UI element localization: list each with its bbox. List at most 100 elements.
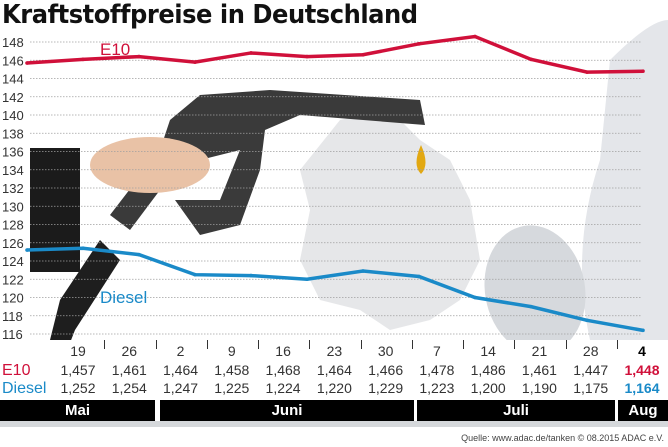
data-point bbox=[641, 69, 645, 73]
data-point bbox=[473, 295, 477, 300]
price-cell: 1,164 bbox=[624, 380, 660, 396]
price-cell: 1,229 bbox=[368, 380, 404, 396]
date-label: 7 bbox=[433, 343, 441, 359]
price-cell: 1,458 bbox=[214, 362, 250, 378]
tick-mark bbox=[463, 340, 465, 349]
data-point bbox=[361, 269, 365, 273]
divider-strip bbox=[0, 421, 668, 427]
tick-mark bbox=[514, 340, 516, 349]
line-chart: 116 118 120 122 124 126 128 130 132 134 136 138 140 1… bbox=[2, 20, 668, 340]
price-cell: 1,461 bbox=[111, 362, 147, 378]
y-tick-label: 146 bbox=[2, 53, 24, 68]
series-label-diesel: Diesel bbox=[100, 288, 147, 307]
price-cell: 1,464 bbox=[163, 362, 199, 378]
y-tick-label: 134 bbox=[2, 163, 24, 178]
tick-mark bbox=[206, 340, 208, 349]
date-label: 26 bbox=[121, 343, 138, 359]
date-label: 19 bbox=[70, 343, 86, 359]
row-label-e10: E10 bbox=[2, 362, 31, 379]
price-cell: 1,190 bbox=[521, 380, 557, 396]
hand bbox=[90, 137, 210, 193]
sleeve bbox=[30, 148, 80, 272]
data-point bbox=[193, 272, 197, 277]
price-cell: 1,247 bbox=[163, 380, 199, 396]
data-point bbox=[417, 42, 421, 46]
data-point bbox=[25, 61, 29, 65]
y-tick-label: 142 bbox=[2, 90, 24, 105]
hose bbox=[50, 240, 120, 340]
data-point bbox=[137, 54, 141, 59]
y-tick-label: 124 bbox=[2, 254, 24, 269]
price-cell: 1,486 bbox=[470, 362, 506, 378]
series-line-e10 bbox=[26, 34, 644, 74]
date-label: 2 bbox=[176, 343, 185, 359]
price-cell: 1,252 bbox=[60, 380, 96, 396]
price-cell: 1,224 bbox=[265, 380, 301, 396]
price-cell: 1,457 bbox=[60, 362, 96, 378]
price-cell: 1,254 bbox=[111, 380, 147, 396]
data-point bbox=[249, 51, 253, 55]
price-cell: 1,200 bbox=[470, 380, 506, 396]
price-cell: 1,447 bbox=[573, 362, 609, 378]
month-juni: Juni bbox=[160, 400, 414, 421]
tick-mark bbox=[155, 340, 157, 349]
date-label: 4 bbox=[638, 343, 646, 359]
data-point bbox=[417, 274, 421, 279]
price-cell: 1,461 bbox=[521, 362, 557, 378]
y-tick-label: 128 bbox=[2, 218, 24, 233]
date-label: 28 bbox=[582, 343, 599, 359]
source-note: Quelle: www.adac.de/tanken © 08.2015 ADA… bbox=[461, 433, 664, 443]
data-point bbox=[305, 277, 309, 282]
price-cell: 1,220 bbox=[316, 380, 352, 396]
price-cell: 1,223 bbox=[419, 380, 455, 396]
y-tick-label: 126 bbox=[2, 236, 24, 251]
data-point bbox=[81, 57, 85, 62]
y-tick-label: 148 bbox=[2, 35, 24, 50]
series-line-diesel bbox=[26, 246, 644, 333]
fuel-nozzle bbox=[110, 90, 425, 235]
y-tick-label: 132 bbox=[2, 181, 24, 196]
price-cell: 1,478 bbox=[419, 362, 455, 378]
data-point bbox=[361, 52, 365, 57]
tick-mark bbox=[411, 340, 413, 349]
data-point bbox=[81, 246, 85, 251]
price-cell: 1,468 bbox=[265, 362, 301, 378]
price-cell: 1,448 bbox=[624, 362, 660, 378]
data-point bbox=[305, 54, 309, 59]
tick-mark bbox=[258, 340, 260, 349]
data-point bbox=[529, 304, 533, 309]
month-juli: Juli bbox=[417, 400, 615, 421]
date-label: 30 bbox=[377, 343, 394, 359]
data-point bbox=[585, 318, 589, 323]
tick-mark bbox=[309, 340, 311, 349]
data-point bbox=[641, 328, 645, 333]
table-row-e10: E10 1,457 1,461 1,464 1,458 1,468 1,464 1,466 1… bbox=[0, 362, 668, 380]
tick-mark bbox=[565, 340, 567, 349]
price-cell: 1,466 bbox=[368, 362, 404, 378]
date-label: 16 bbox=[275, 343, 291, 359]
y-tick-label: 138 bbox=[2, 126, 24, 141]
table-row-dates: 19 26 2 9 16 23 30 7 14 21 28 4 bbox=[0, 340, 668, 361]
y-tick-label: 144 bbox=[2, 72, 24, 87]
data-point bbox=[473, 34, 477, 39]
data-point bbox=[249, 273, 253, 278]
row-label-diesel: Diesel bbox=[2, 380, 47, 397]
price-cell: 1,175 bbox=[573, 380, 609, 396]
series-label-e10: E10 bbox=[100, 40, 130, 59]
date-label: 9 bbox=[227, 343, 236, 359]
car-side bbox=[582, 20, 668, 340]
data-point bbox=[137, 252, 141, 257]
tick-mark bbox=[360, 340, 362, 349]
date-label: 21 bbox=[531, 343, 548, 359]
germany-map-silhouette bbox=[300, 110, 480, 330]
y-tick-label: 130 bbox=[2, 199, 24, 214]
date-label: 14 bbox=[480, 343, 496, 359]
data-point bbox=[25, 248, 29, 252]
fuel-cap bbox=[484, 225, 586, 340]
y-tick-label: 116 bbox=[2, 327, 23, 340]
month-aug: Aug bbox=[618, 400, 668, 421]
tick-mark bbox=[104, 340, 106, 349]
data-point bbox=[529, 57, 533, 62]
table-row-diesel: Diesel 1,252 1,254 1,247 1,225 1,224 1,220 1,2… bbox=[0, 380, 668, 398]
